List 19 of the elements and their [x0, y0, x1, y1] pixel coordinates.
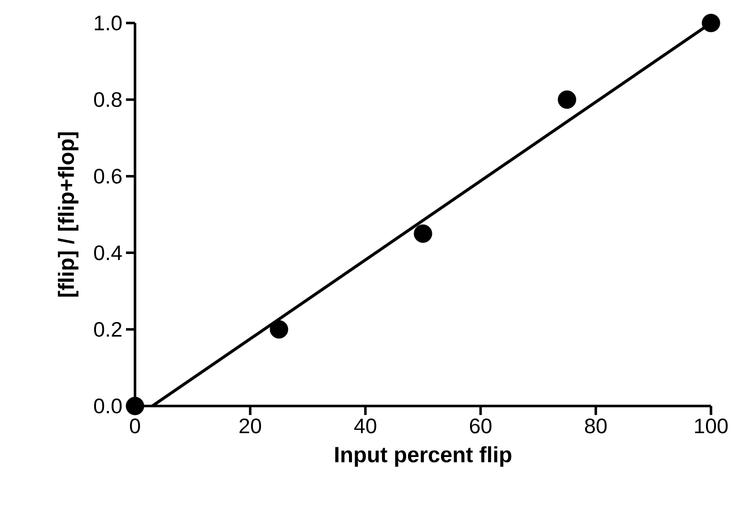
y-tick-label: 0.2	[94, 322, 122, 337]
x-tick-label: 40	[354, 418, 376, 434]
x-tick-label: 100	[695, 418, 728, 434]
x-tick-label: 20	[240, 418, 262, 434]
y-tick-label: 0.8	[94, 92, 122, 108]
x-axis-title: Input percent flip	[335, 446, 512, 467]
x-tick-label: 0	[130, 418, 140, 434]
y-tick-label: 0.0	[94, 398, 122, 414]
point	[558, 90, 576, 109]
y-tick-label: 1.0	[94, 16, 122, 30]
point	[702, 14, 720, 32]
point	[414, 224, 432, 243]
y-axis-title: [flip] / [flip+flop]	[58, 132, 78, 297]
y-tick-label: 0.4	[94, 245, 122, 260]
point	[126, 396, 144, 416]
point	[270, 320, 288, 339]
x-tick-label: 80	[585, 418, 607, 434]
x-tick-label: 60	[470, 418, 492, 434]
y-tick-label: 0.6	[94, 168, 122, 184]
